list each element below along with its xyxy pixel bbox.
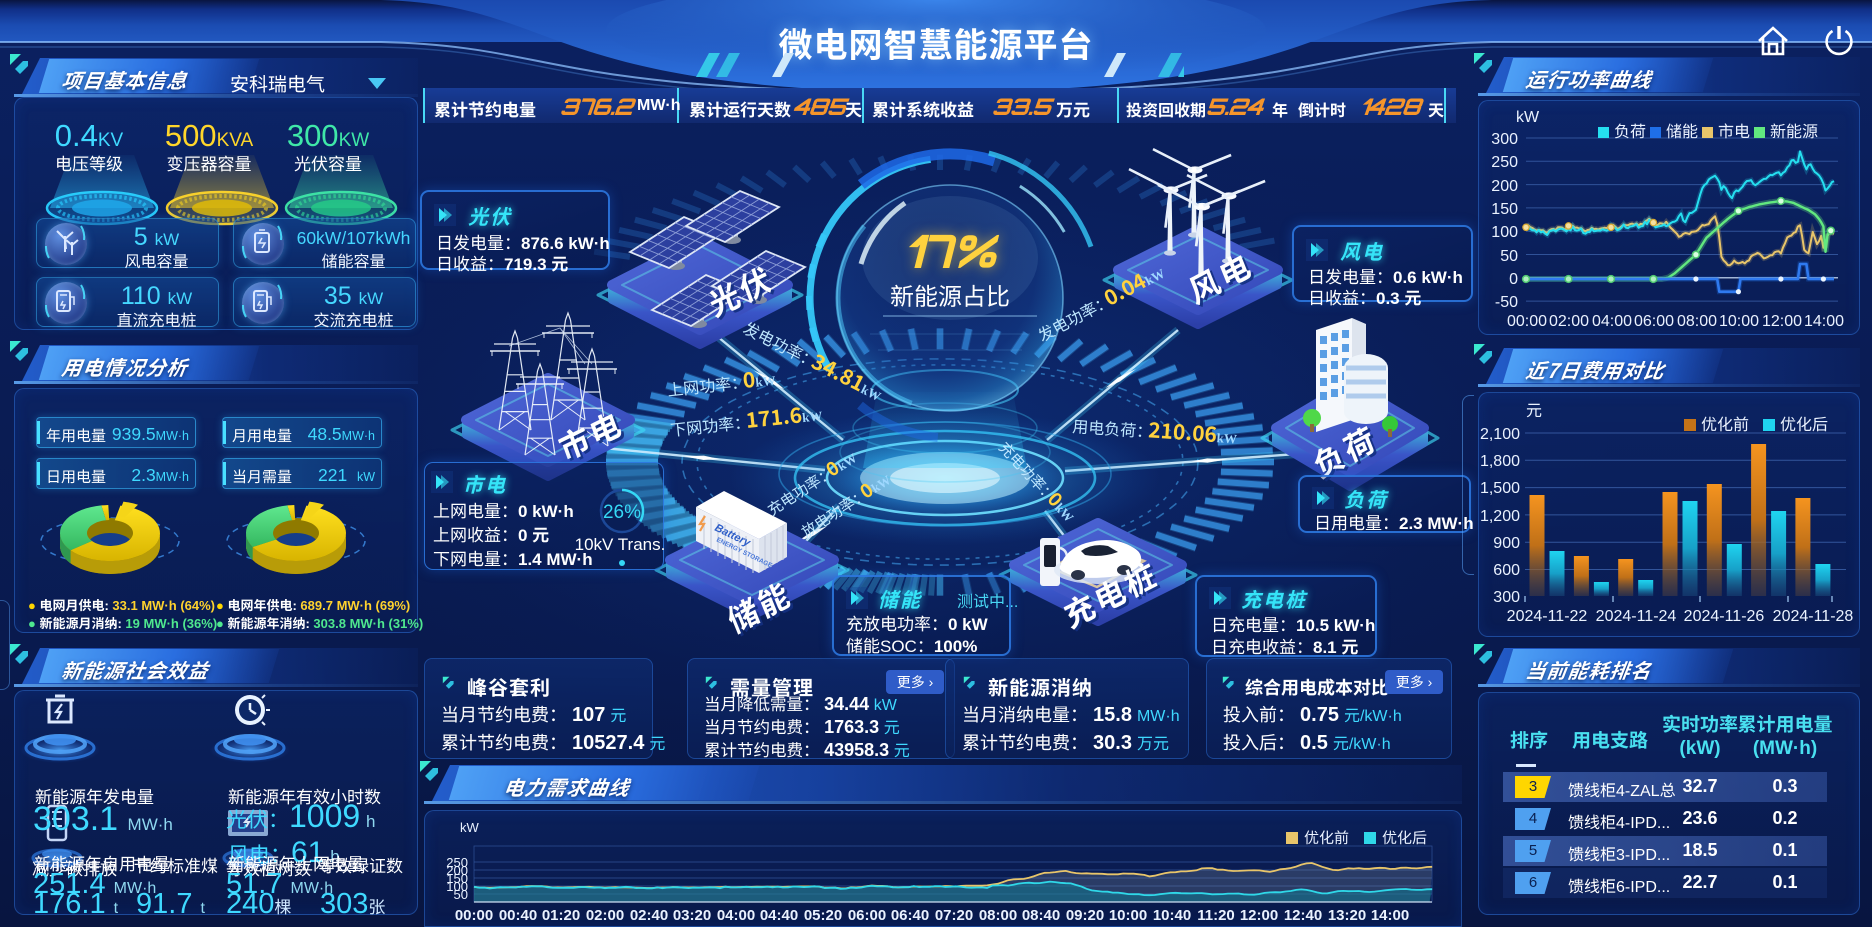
svg-text:08:40: 08:40: [1022, 907, 1060, 924]
svg-text:kW: kW: [1516, 109, 1540, 126]
svg-text:17%: 17%: [904, 222, 1000, 280]
svg-text:11:20: 11:20: [1197, 907, 1235, 924]
svg-text:12:40: 12:40: [1284, 907, 1322, 924]
svg-text:06:40: 06:40: [891, 907, 929, 924]
svg-text:1,800: 1,800: [1480, 453, 1520, 470]
svg-text:02:00: 02:00: [1549, 313, 1589, 330]
svg-text:250: 250: [1491, 154, 1518, 171]
svg-text:负荷: 负荷: [1614, 123, 1646, 141]
svg-text:200: 200: [446, 863, 468, 878]
svg-text:10:00: 10:00: [1109, 907, 1147, 924]
svg-text:上网功率：: 上网功率：: [666, 369, 748, 401]
svg-text:优化后: 优化后: [1780, 416, 1828, 434]
svg-text:300: 300: [1493, 589, 1520, 606]
svg-text:250: 250: [446, 855, 468, 870]
svg-text:2,100: 2,100: [1480, 426, 1520, 443]
svg-text:2024-11-24: 2024-11-24: [1596, 608, 1677, 625]
svg-text:元: 元: [1526, 403, 1542, 420]
svg-text:150: 150: [1491, 201, 1518, 218]
svg-text:10kV Trans.: 10kV Trans.: [575, 535, 666, 554]
svg-text:13:20: 13:20: [1328, 907, 1366, 924]
svg-text:08:00: 08:00: [1677, 313, 1717, 330]
svg-text:150: 150: [446, 871, 468, 886]
svg-text:2024-11-22: 2024-11-22: [1507, 608, 1588, 625]
svg-text:12:00: 12:00: [1240, 907, 1278, 924]
svg-text:50: 50: [454, 887, 468, 902]
svg-text:10:00: 10:00: [1719, 313, 1759, 330]
svg-text:03:20: 03:20: [673, 907, 711, 924]
svg-text:储能: 储能: [1666, 123, 1698, 141]
svg-text:600: 600: [1493, 562, 1520, 579]
svg-text:新能源: 新能源: [1770, 123, 1818, 141]
svg-text:06:00: 06:00: [1634, 313, 1674, 330]
svg-text:100: 100: [446, 879, 468, 894]
svg-text:10:40: 10:40: [1153, 907, 1191, 924]
svg-text:优化后: 优化后: [1382, 830, 1427, 847]
svg-text:-50: -50: [1495, 294, 1518, 311]
svg-text:200: 200: [1491, 178, 1518, 195]
svg-text:用电负荷：: 用电负荷：: [1072, 413, 1153, 443]
svg-text:07:20: 07:20: [935, 907, 973, 924]
svg-text:900: 900: [1493, 535, 1520, 552]
svg-text:01:20: 01:20: [542, 907, 580, 924]
svg-text:50: 50: [1500, 248, 1518, 265]
svg-text:02:00: 02:00: [586, 907, 624, 924]
svg-text:06:00: 06:00: [848, 907, 886, 924]
svg-text:1,200: 1,200: [1480, 508, 1520, 525]
svg-text:优化前: 优化前: [1701, 416, 1749, 434]
svg-text:08:00: 08:00: [979, 907, 1017, 924]
svg-text:00:00: 00:00: [1507, 313, 1547, 330]
svg-text:14:00: 14:00: [1804, 313, 1844, 330]
svg-text:04:00: 04:00: [1592, 313, 1632, 330]
svg-text:04:40: 04:40: [760, 907, 798, 924]
svg-text:2024-11-28: 2024-11-28: [1773, 608, 1854, 625]
svg-text:05:20: 05:20: [804, 907, 842, 924]
svg-text:02:40: 02:40: [630, 907, 668, 924]
svg-text:100: 100: [1491, 224, 1518, 241]
svg-text:新能源占比: 新能源占比: [890, 277, 1010, 312]
svg-text:04:00: 04:00: [717, 907, 755, 924]
svg-text:09:20: 09:20: [1066, 907, 1104, 924]
svg-text:kW: kW: [460, 820, 480, 835]
svg-text:优化前: 优化前: [1304, 830, 1349, 847]
svg-text:0: 0: [1509, 271, 1518, 288]
svg-text:26%: 26%: [603, 502, 641, 523]
svg-text:12:00: 12:00: [1762, 313, 1802, 330]
svg-text:2024-11-26: 2024-11-26: [1684, 608, 1765, 625]
svg-text:市电: 市电: [1718, 123, 1750, 141]
svg-text:1,500: 1,500: [1480, 480, 1520, 497]
svg-text:00:40: 00:40: [499, 907, 537, 924]
svg-text:14:00: 14:00: [1371, 907, 1409, 924]
svg-text:300: 300: [1491, 131, 1518, 148]
svg-text:00:00: 00:00: [455, 907, 493, 924]
